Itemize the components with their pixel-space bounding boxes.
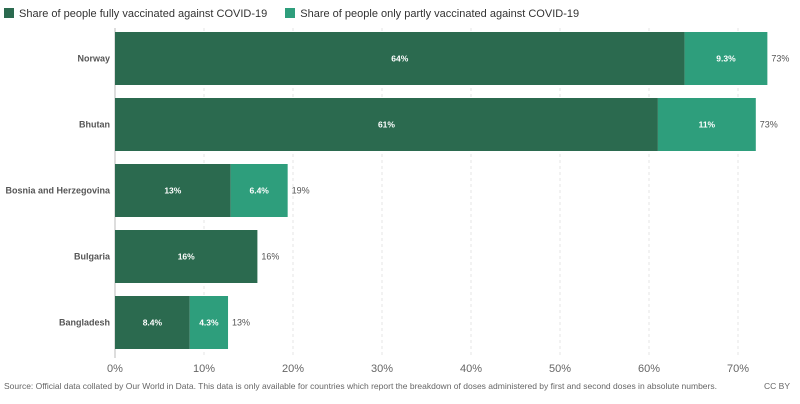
bar-segment[interactable] [684,32,768,85]
category-label: Bulgaria [74,252,111,262]
x-tick-label: 50% [549,363,571,375]
bar-segment[interactable] [657,98,756,151]
category-label: Norway [77,54,110,64]
legend-item-partly[interactable]: Share of people only partly vaccinated a… [285,8,579,20]
total-label: 16% [261,252,279,262]
data-label: 13% [164,186,181,196]
legend-swatch [4,8,14,18]
x-tick-label: 70% [727,363,749,375]
total-label: 73% [771,54,789,64]
data-label: 6.4% [249,186,269,196]
category-label: Bangladesh [59,318,110,328]
data-label: 8.4% [143,318,163,328]
data-label: 4.3% [199,318,219,328]
legend-item-fully[interactable]: Share of people fully vaccinated against… [4,8,267,20]
legend-label: Share of people only partly vaccinated a… [300,8,580,20]
x-tick-label: 40% [460,363,482,375]
category-label: Bhutan [79,120,110,130]
bar-segment[interactable] [115,296,190,349]
bar-segment[interactable] [115,98,658,151]
bar-segment[interactable] [115,32,685,85]
total-label: 73% [760,120,778,130]
bar-segment[interactable] [115,164,231,217]
data-label: 11% [699,120,716,130]
bar-segment[interactable] [189,296,229,349]
x-tick-label: 30% [371,363,393,375]
bar-segment[interactable] [115,230,258,283]
data-label: 64% [391,54,408,64]
x-tick-label: 20% [282,363,304,375]
x-tick-label: 0% [107,363,123,375]
x-tick-label: 10% [193,363,215,375]
total-label: 13% [232,318,250,328]
data-label: 9.3% [716,54,736,64]
bar-segment[interactable] [230,164,288,217]
legend-swatch [285,8,296,18]
data-label: 16% [178,252,195,262]
legend-label: Share of people fully vaccinated against… [19,8,268,20]
legend: Share of people fully vaccinated against… [4,8,579,20]
data-label: 61% [378,120,395,130]
category-label: Bosnia and Herzegovina [5,186,111,196]
license-link[interactable]: CC BY [764,381,790,391]
total-label: 19% [292,186,310,196]
x-tick-label: 60% [638,363,660,375]
source-note: Source: Official data collated by Our Wo… [4,381,717,391]
